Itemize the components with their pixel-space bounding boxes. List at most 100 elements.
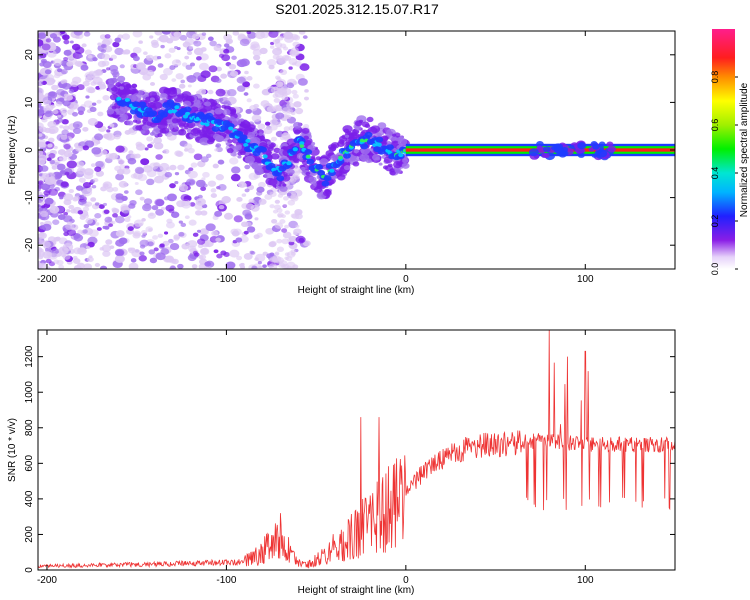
spectral-blob [245, 138, 251, 143]
spectral-blob [217, 184, 227, 191]
spectral-blob [66, 160, 77, 169]
spectral-blob [210, 193, 217, 199]
spectral-blob [197, 238, 206, 245]
spectral-blob [112, 75, 117, 79]
spectral-blob [171, 211, 180, 218]
spectral-blob [150, 39, 159, 46]
spectral-blob [94, 202, 100, 206]
spectral-blob [66, 209, 71, 213]
spectral-blob [52, 219, 60, 225]
spectral-blob [308, 176, 317, 183]
spectral-blob [289, 50, 296, 56]
spectral-blob [281, 107, 291, 114]
spectral-blob [111, 220, 116, 225]
spectral-blob [85, 245, 90, 249]
spectral-blob [191, 264, 198, 269]
spectral-blob [264, 171, 275, 180]
spectral-blob [268, 178, 278, 186]
spectral-blob [164, 53, 172, 59]
spectral-blob [114, 37, 122, 43]
spectral-blob [207, 89, 214, 95]
spectral-blob [246, 31, 252, 35]
spectral-blob [76, 167, 87, 175]
spectral-blob [324, 189, 332, 195]
spectral-blob [342, 125, 353, 134]
spectral-blob [293, 101, 302, 108]
spectral-blob [244, 213, 253, 220]
spectral-blob [215, 66, 222, 72]
spectral-blob [271, 31, 280, 35]
snr-series-line [38, 330, 675, 569]
spectral-blob [352, 161, 360, 167]
spectral-blob [90, 163, 96, 167]
spectral-blob [209, 40, 217, 47]
spectral-blob [119, 86, 124, 90]
spectral-blob [138, 40, 143, 44]
spectral-blob [195, 197, 206, 206]
spectral-blob [244, 155, 255, 164]
spectral-blob [72, 111, 79, 117]
spectral-blob [59, 31, 66, 35]
spectral-blob [152, 235, 159, 240]
spectral-blob [284, 210, 291, 215]
spectral-blob [315, 163, 323, 170]
spectral-blob [51, 84, 59, 91]
spectral-blob [121, 33, 131, 40]
spectral-blob [115, 145, 125, 153]
spectral-blob [83, 171, 94, 180]
spectral-blob [59, 107, 68, 114]
spectral-blob [56, 88, 65, 96]
spectral-blob [127, 226, 134, 231]
spectral-blob [201, 177, 206, 181]
spectral-blob [187, 254, 197, 262]
spectral-blob [101, 53, 111, 60]
spectral-blob [126, 120, 134, 126]
spectral-blob [193, 47, 204, 56]
spectral-blob [134, 153, 141, 159]
spectral-blob [72, 121, 83, 129]
spectral-blob [72, 76, 82, 84]
spectral-blob [139, 251, 145, 256]
spectral-blob [286, 161, 292, 166]
spectral-blob [360, 143, 369, 150]
spectral-blob [64, 171, 70, 176]
colorbar-tick-label: 0.6 [710, 119, 720, 132]
spectral-blob [123, 209, 130, 215]
spectral-blob [358, 119, 364, 124]
spectral-blob [304, 89, 309, 93]
spectral-blob [607, 145, 616, 153]
spectral-blob [127, 247, 133, 252]
spectral-blob [220, 73, 228, 79]
spectral-blob [149, 97, 156, 102]
spectral-blob [283, 263, 290, 269]
spectral-blob [305, 154, 311, 159]
spectral-blob [81, 43, 87, 48]
spectral-blob [543, 146, 551, 153]
spectral-blob [96, 99, 102, 104]
spectral-blob [157, 63, 164, 68]
spectral-blob [283, 126, 291, 132]
spectral-blob [44, 247, 52, 253]
spectral-blob [246, 226, 256, 233]
spectral-blob [140, 158, 150, 166]
spectral-blob [101, 244, 112, 253]
spectral-blob [110, 68, 119, 76]
spectral-blob [144, 147, 149, 151]
spectral-blob [243, 230, 249, 235]
y-tick-label: 0 [24, 147, 35, 153]
spectral-blob [269, 191, 277, 197]
spectral-blob [123, 49, 131, 55]
spectral-blob [116, 107, 126, 116]
spectral-blob [56, 68, 63, 73]
spectral-blob [264, 121, 271, 126]
spectral-blob [246, 76, 253, 81]
spectral-blob [72, 258, 81, 264]
spectral-blob [95, 170, 104, 177]
spectral-blob [65, 223, 75, 231]
spectral-blob [178, 129, 187, 136]
spectral-blob [93, 178, 99, 183]
spectral-blob [106, 67, 111, 71]
spectral-blob [198, 255, 204, 260]
spectral-blob [82, 181, 91, 189]
spectral-blob [147, 143, 153, 149]
